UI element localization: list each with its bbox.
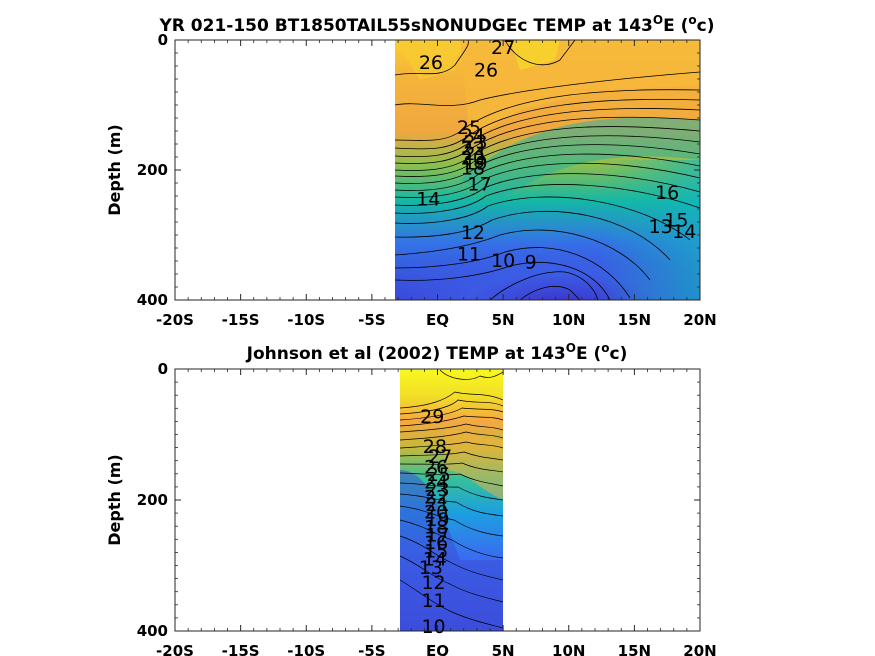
bottom-contour-label: 18	[424, 517, 448, 539]
bottom-contour-label: 19	[425, 509, 449, 531]
bottom-title-degree: O	[566, 341, 576, 355]
top-y-tick-label: 200	[137, 161, 168, 179]
top-contour-label: 26	[419, 52, 443, 74]
top-panel-ticks: -20S -15S -10S -5S EQ 5N 10N 15N 20N 0 200 400	[137, 31, 717, 329]
top-contour-label: 21	[463, 143, 487, 165]
top-title-unit-end: c)	[697, 16, 715, 36]
bottom-contour-label: 28	[423, 436, 447, 458]
bottom-contour-label: 23	[425, 479, 449, 501]
bottom-contour-label: 26	[424, 456, 448, 478]
top-x-tick-label: 20N	[683, 311, 716, 329]
top-contour-label: 16	[655, 182, 679, 204]
top-contour-label: 9	[525, 251, 537, 273]
bottom-contour-label: 22	[424, 486, 448, 508]
bottom-contour-label: 24	[424, 471, 448, 493]
bottom-x-tick-label: EQ	[426, 642, 449, 656]
bottom-panel: Johnson et al (2002) TEMP at 143OE (oc)	[105, 341, 717, 656]
top-contour-label: 14	[416, 188, 440, 210]
top-x-tick-label: EQ	[426, 311, 449, 329]
top-panel: YR 021-150 BT1850TAIL55sNONUDGEc TEMP at…	[105, 13, 717, 329]
top-contour-label: 14	[672, 221, 696, 243]
top-y-tick-label: 0	[158, 31, 168, 49]
top-y-axis-label: Depth (m)	[105, 124, 124, 216]
top-contour-label: 17	[467, 173, 491, 195]
top-panel-temperature-field	[395, 40, 700, 300]
top-contour-label: 23	[463, 132, 487, 154]
top-x-tick-label: -10S	[287, 311, 325, 329]
top-contour-label: 12	[461, 222, 485, 244]
bottom-contour-label: 27	[428, 446, 452, 468]
top-panel-title: YR 021-150 BT1850TAIL55sNONUDGEc TEMP at…	[158, 13, 714, 36]
bottom-title-unit: E (	[576, 344, 601, 364]
top-contour-label: 26	[474, 60, 498, 82]
bottom-x-tick-label: -5S	[358, 642, 385, 656]
top-y-tick-label: 400	[137, 291, 168, 309]
top-x-tick-label: 10N	[552, 311, 585, 329]
bottom-x-tick-label: 10N	[552, 642, 585, 656]
bottom-x-tick-label: 15N	[618, 642, 651, 656]
top-contour-label: 11	[457, 244, 481, 266]
bottom-y-axis-label: Depth (m)	[105, 454, 124, 546]
top-title-unit: E (	[663, 16, 688, 36]
bottom-title-unit-end: c)	[610, 344, 628, 364]
top-x-tick-label: 5N	[492, 311, 515, 329]
bottom-y-tick-label: 0	[158, 360, 168, 378]
bottom-x-tick-label: 5N	[492, 642, 515, 656]
bottom-panel-temperature-field	[400, 369, 503, 631]
bottom-contour-label: 20	[424, 502, 448, 524]
bottom-contour-label: 29	[420, 406, 444, 428]
top-x-tick-label: 15N	[618, 311, 651, 329]
bottom-contour-label: 10	[421, 616, 445, 638]
bottom-title-text: Johnson et al (2002) TEMP at 143	[246, 344, 566, 364]
top-title-degree: O	[653, 13, 663, 27]
top-contour-label: 20	[461, 147, 485, 169]
top-contour-label: 15	[664, 210, 688, 232]
bottom-y-tick-label: 200	[137, 491, 168, 509]
top-contour-label: 18	[461, 158, 485, 180]
bottom-x-tick-label: 20N	[683, 642, 716, 656]
bottom-contour-label: 13	[419, 557, 443, 579]
bottom-panel-contours	[399, 369, 504, 629]
top-x-tick-label: -20S	[156, 311, 194, 329]
top-x-tick-label: -5S	[358, 311, 385, 329]
top-contour-label: 19	[463, 153, 487, 175]
bottom-contour-label: 12	[421, 572, 445, 594]
bottom-contour-label: 11	[421, 590, 445, 612]
top-contour-label: 22	[461, 138, 485, 160]
top-panel-contours	[394, 39, 701, 301]
bottom-x-tick-label: -15S	[222, 642, 260, 656]
top-contour-label: 25	[457, 117, 481, 139]
top-title-text: YR 021-150 BT1850TAIL55sNONUDGEc TEMP at…	[158, 16, 652, 36]
bottom-x-tick-label: -20S	[156, 642, 194, 656]
bottom-panel-title: Johnson et al (2002) TEMP at 143OE (oc)	[246, 341, 628, 364]
bottom-contour-label: 14	[423, 548, 447, 570]
top-contour-label: 10	[491, 250, 515, 272]
bottom-x-tick-label: -10S	[287, 642, 325, 656]
top-contour-label: 13	[649, 216, 673, 238]
bottom-contour-label: 25	[427, 464, 451, 486]
bottom-contour-label: 21	[425, 494, 449, 516]
top-x-tick-label: -15S	[222, 311, 260, 329]
top-contour-label: 24	[461, 125, 485, 147]
bottom-contour-label: 17	[425, 524, 449, 546]
bottom-title-unit-sup: o	[601, 341, 609, 355]
bottom-panel-ticks: -20S -15S -10S -5S EQ 5N 10N 15N 20N 0 200 400	[137, 360, 717, 656]
bottom-contour-label: 15	[424, 540, 448, 562]
top-contour-label: 27	[491, 37, 515, 59]
bottom-contour-label: 16	[424, 532, 448, 554]
bottom-y-tick-label: 400	[137, 622, 168, 640]
top-title-unit-sup: o	[688, 13, 696, 27]
